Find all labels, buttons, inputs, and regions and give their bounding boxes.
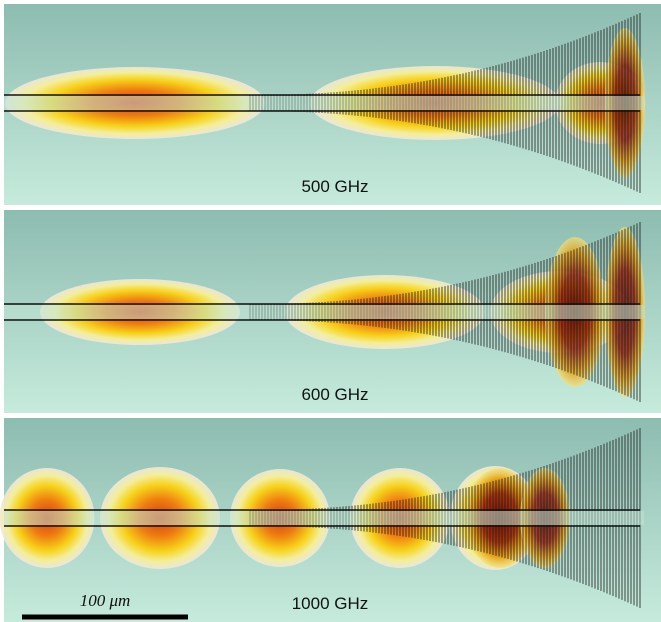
waveguide-gap — [4, 511, 644, 525]
waveguide-gap — [4, 96, 644, 110]
waveguide-gap — [4, 305, 644, 319]
panel: 600 GHz — [4, 210, 661, 413]
panels: 500 GHz 600 GHz 1000 GHz — [0, 4, 661, 622]
frequency-label: 1000 GHz — [292, 594, 369, 613]
panel: 1000 GHz — [0, 418, 661, 622]
frequency-label: 500 GHz — [301, 177, 368, 196]
frequency-label: 600 GHz — [301, 385, 368, 404]
panel: 500 GHz — [4, 4, 661, 205]
scale-bar-label: 100 μm — [80, 591, 131, 610]
